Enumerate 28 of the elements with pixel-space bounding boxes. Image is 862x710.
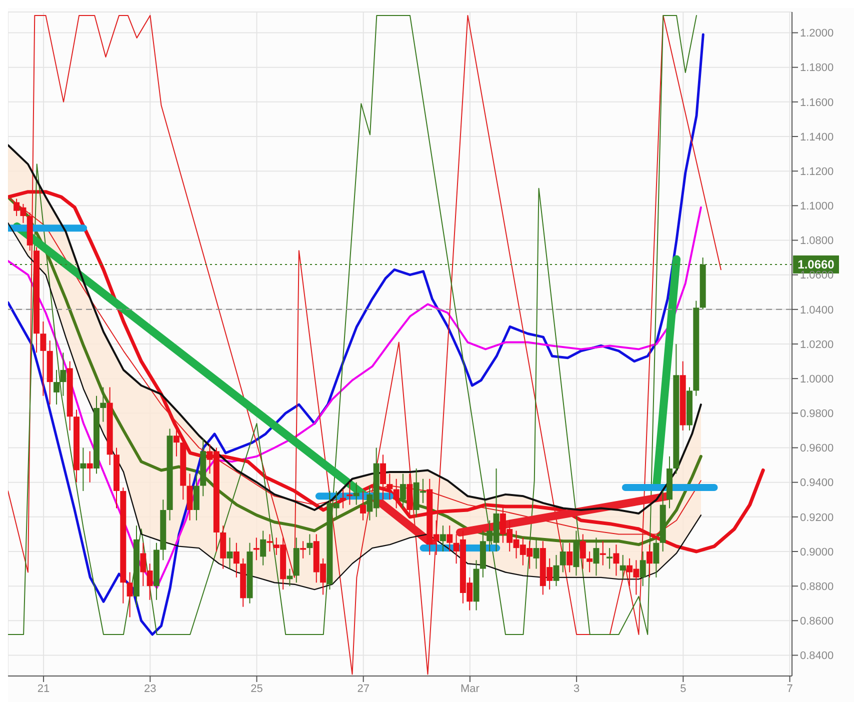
y-tick-label: 0.8600 [800,616,834,628]
x-tick-label: 3 [574,682,580,695]
y-tick-label: 0.9600 [800,442,834,455]
y-tick-label: 1.1400 [800,131,834,144]
x-tick-label: Mar [460,682,480,695]
x-tick-label: 5 [680,682,686,695]
y-tick-label: 0.9200 [800,512,834,524]
y-tick-label: 0.9400 [800,477,834,490]
y-tick-label: 1.1800 [800,62,834,74]
x-tick-label: 25 [250,682,263,695]
y-tick-label: 1.0400 [800,304,834,316]
x-tick-label: 23 [144,682,156,695]
y-tick-label: 0.9800 [800,408,834,420]
y-tick-label: 1.1200 [800,166,834,178]
y-tick-label: 1.0000 [800,373,834,386]
y-tick-label: 0.9000 [800,546,834,558]
y-tick-label: 1.1000 [800,200,834,213]
x-tick-label: 21 [37,682,50,695]
y-tick-label: 1.1600 [800,96,834,109]
ref-line-label: 1.0660 [798,257,835,272]
x-tick-label: 7 [786,682,793,695]
x-tick-label: 27 [357,682,370,695]
y-tick-label: 0.8400 [800,650,834,662]
y-tick-label: 0.8800 [800,580,834,593]
y-tick-label: 1.0200 [800,338,834,351]
y-tick-label: 1.0800 [800,235,834,248]
y-tick-label: 1.2000 [800,28,834,40]
y-tick-label: 1.0600 [800,270,834,282]
